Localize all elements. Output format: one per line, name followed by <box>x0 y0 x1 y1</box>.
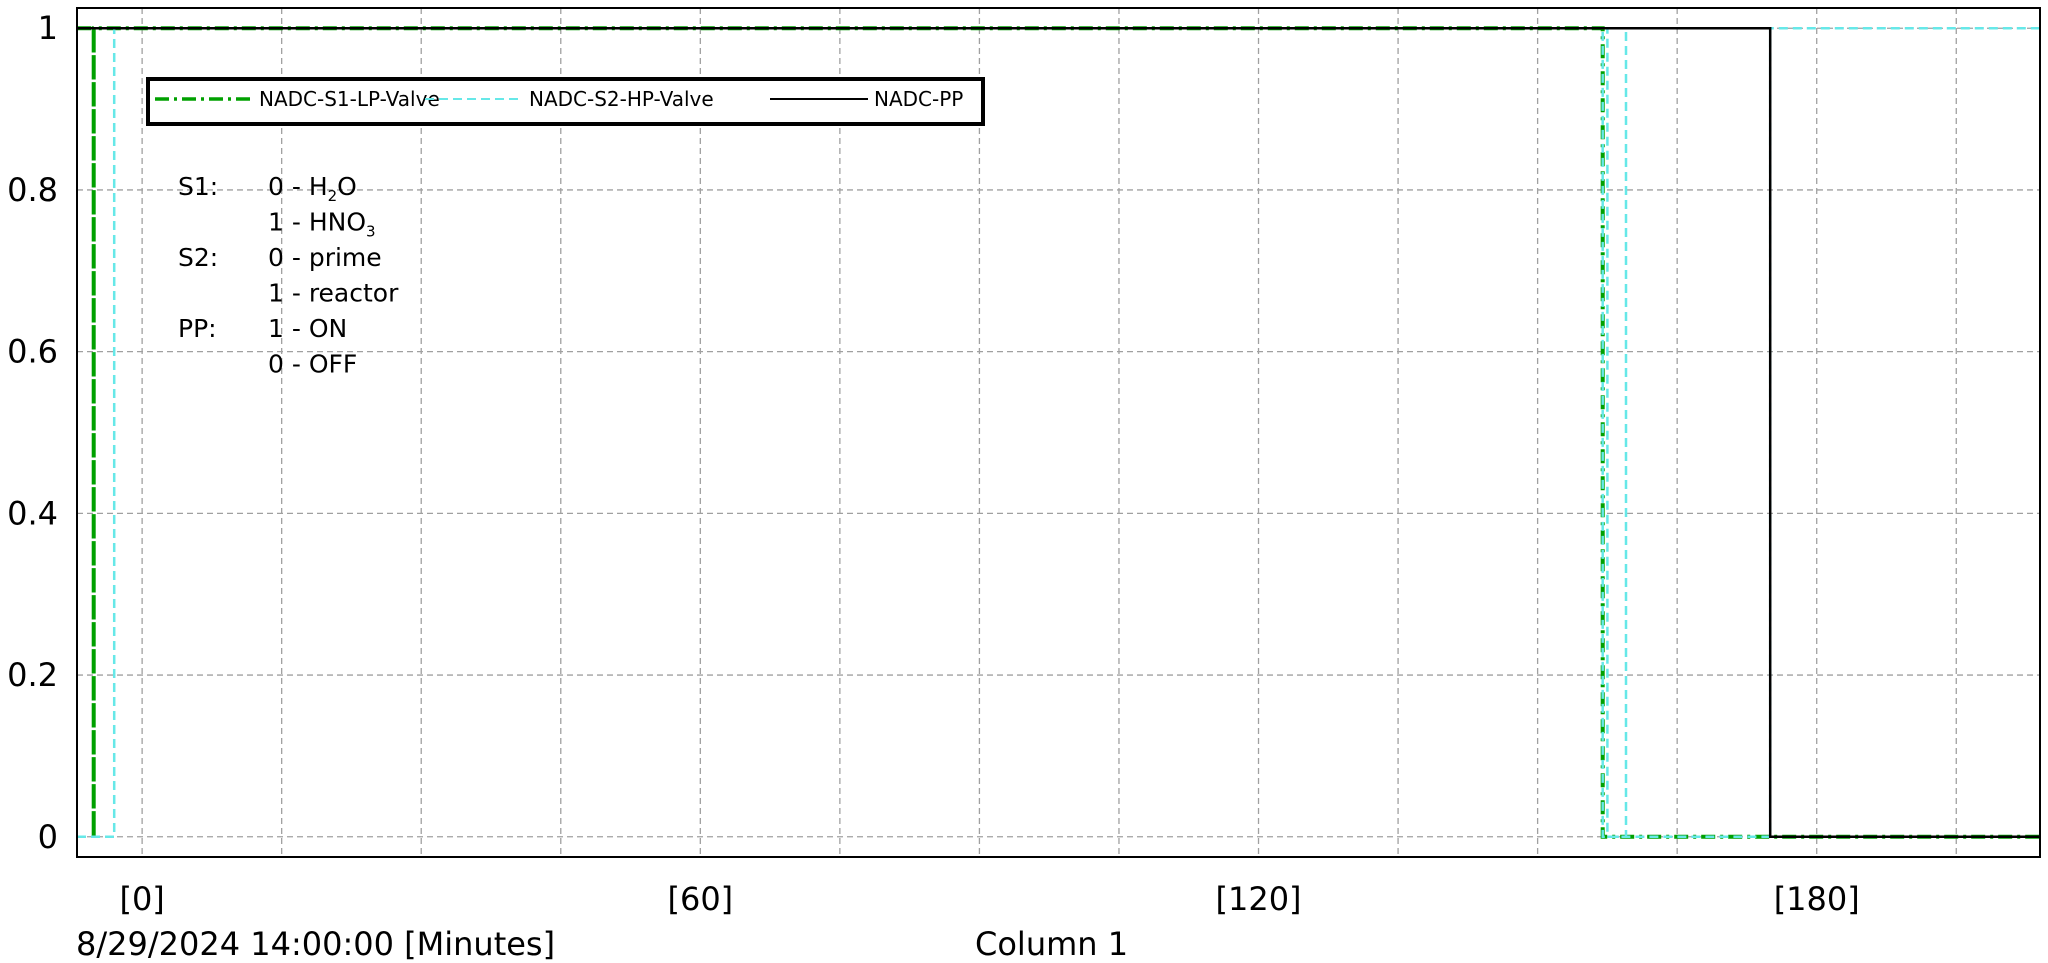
annotation-key: PP: <box>178 314 217 343</box>
x-tick-label: [60] <box>667 880 733 918</box>
x-tick-label: [180] <box>1774 880 1860 918</box>
legend-label: NADC-PP <box>874 87 963 111</box>
legend-box <box>146 77 985 126</box>
y-tick-label: 0 <box>38 818 58 856</box>
x-tick-label: [120] <box>1215 880 1301 918</box>
series-line-1 <box>77 26 2040 839</box>
x-tick-label: [0] <box>119 880 164 918</box>
annotation-value: 1 - reactor <box>268 279 399 308</box>
y-tick-label: 1 <box>38 9 58 47</box>
series-lines <box>77 26 2040 839</box>
tick-labels: 0 0.2 0.4 0.6 0.8 1 [0] [60] [120] [180] <box>7 9 1860 918</box>
column-label: Column 1 <box>975 925 1128 963</box>
plot-frame <box>76 7 2041 858</box>
annotation-key: S2: <box>178 243 218 272</box>
y-tick-label: 0.2 <box>7 656 58 694</box>
x-start-label: 8/29/2024 14:00:00 [Minutes] <box>76 925 555 963</box>
legend: NADC-S1-LP-Valve NADC-S2-HP-Valve NADC-PP <box>146 77 985 126</box>
annotation-value: 0 - prime <box>268 243 382 272</box>
legend-label: NADC-S2-HP-Valve <box>529 87 714 111</box>
annotation-value: 1 - HNO3 <box>268 208 376 241</box>
y-tick-label: 0.6 <box>7 333 58 371</box>
annotation-value: 0 - H2O <box>268 172 357 205</box>
series-line-3 <box>77 26 2040 839</box>
annotation-key: S1: <box>178 172 218 201</box>
gridlines <box>77 8 2040 857</box>
annotation-value: 1 - ON <box>268 314 347 343</box>
y-tick-label: 0.8 <box>7 171 58 209</box>
annotation-value: 0 - OFF <box>268 350 357 379</box>
series-line-2 <box>77 26 2040 839</box>
y-tick-label: 0.4 <box>7 494 58 532</box>
legend-label: NADC-S1-LP-Valve <box>259 87 440 111</box>
